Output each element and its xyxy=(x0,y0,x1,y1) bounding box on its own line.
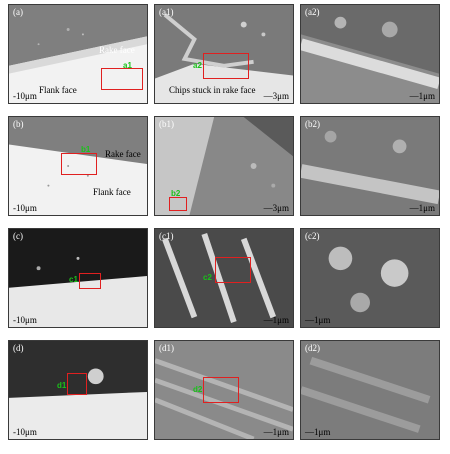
panel-label: (c) xyxy=(13,231,23,241)
panel-label: (b) xyxy=(13,119,24,129)
sem-image-c2 xyxy=(301,229,439,327)
panel-label: (b1) xyxy=(159,119,174,129)
panel-label: (a2) xyxy=(305,7,320,17)
panel-label: (a1) xyxy=(159,7,174,17)
roi-tag: a1 xyxy=(123,61,132,70)
roi-box xyxy=(203,377,239,403)
roi-box xyxy=(203,53,249,79)
scale-bar: -10μm xyxy=(13,91,37,101)
panel-label: (c1) xyxy=(159,231,174,241)
scale-bar: —1μm xyxy=(263,427,289,437)
roi-tag: b1 xyxy=(81,145,91,154)
panel-d2: (d2) —1μm xyxy=(300,340,440,440)
panel-label: (b2) xyxy=(305,119,320,129)
roi-tag: a2 xyxy=(193,61,202,70)
panel-b: (b) Rake face Flank face b1 -10μm xyxy=(8,116,148,216)
roi-tag: c2 xyxy=(203,273,212,282)
scale-bar: -10μm xyxy=(13,203,37,213)
sem-image-d1 xyxy=(155,341,293,439)
sem-image-c xyxy=(9,229,147,327)
sem-image-b1 xyxy=(155,117,293,215)
flank-face-label: Flank face xyxy=(93,187,131,197)
panel-b1: (b1) b2 —3μm xyxy=(154,116,294,216)
panel-c2: (c2) —1μm xyxy=(300,228,440,328)
scale-bar: —1μm xyxy=(409,203,435,213)
panel-c: (c) c1 -10μm xyxy=(8,228,148,328)
roi-tag: d2 xyxy=(193,385,203,394)
panel-a: (a) Rake face Flank face a1 -10μm xyxy=(8,4,148,104)
rake-face-label: Rake face xyxy=(99,45,135,55)
scale-bar: —1μm xyxy=(305,427,331,437)
scale-bar: —1μm xyxy=(305,315,331,325)
scale-bar: —3μm xyxy=(263,203,289,213)
panel-c1: (c1) c2 —1μm xyxy=(154,228,294,328)
sem-image-d2 xyxy=(301,341,439,439)
scale-bar: —1μm xyxy=(409,91,435,101)
roi-tag: b2 xyxy=(171,189,181,198)
roi-tag: c1 xyxy=(69,275,78,284)
sem-image-b xyxy=(9,117,147,215)
scale-bar: -10μm xyxy=(13,427,37,437)
panel-b2: (b2) —1μm xyxy=(300,116,440,216)
panel-label: (d2) xyxy=(305,343,320,353)
sem-image-d xyxy=(9,341,147,439)
roi-box xyxy=(67,373,87,395)
roi-box xyxy=(61,153,97,175)
panel-label: (d1) xyxy=(159,343,174,353)
chips-stuck-label: Chips stuck in rake face xyxy=(169,85,256,95)
sem-image-c1 xyxy=(155,229,293,327)
scale-bar: —1μm xyxy=(263,315,289,325)
roi-tag: d1 xyxy=(57,381,67,390)
panel-label: (c2) xyxy=(305,231,320,241)
rake-face-label: Rake face xyxy=(105,149,141,159)
scale-bar: —3μm xyxy=(263,91,289,101)
roi-box xyxy=(101,68,143,90)
panel-d: (d) d1 -10μm xyxy=(8,340,148,440)
panel-d1: (d1) d2 —1μm xyxy=(154,340,294,440)
roi-box xyxy=(169,197,187,211)
panel-a1: (a1) Chips stuck in rake face a2 —3μm xyxy=(154,4,294,104)
roi-box xyxy=(215,257,251,283)
sem-image-a xyxy=(9,5,147,103)
sem-image-a1 xyxy=(155,5,293,103)
sem-image-b2 xyxy=(301,117,439,215)
scale-bar: -10μm xyxy=(13,315,37,325)
panel-a2: (a2) —1μm xyxy=(300,4,440,104)
panel-label: (d) xyxy=(13,343,24,353)
flank-face-label: Flank face xyxy=(39,85,77,95)
sem-image-a2 xyxy=(301,5,439,103)
panel-label: (a) xyxy=(13,7,23,17)
roi-box xyxy=(79,273,101,289)
